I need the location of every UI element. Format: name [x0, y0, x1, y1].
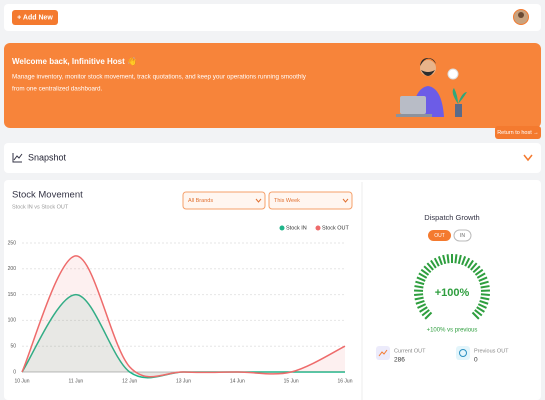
chart-subtitle: Stock IN vs Stock OUT — [12, 204, 69, 210]
x-tick-label: 14 Jun — [230, 378, 245, 384]
x-tick-label: 13 Jun — [176, 378, 191, 384]
gauge-tick — [476, 272, 486, 279]
gauge-tick — [457, 254, 462, 265]
y-tick-label: 50 — [10, 344, 16, 350]
gauge-tick — [477, 303, 487, 309]
line-chart: 0 50 100 150 200 250 10 Jun 11 Jun 12 Jun 13 Jun 1… — [8, 225, 353, 384]
gauge — [413, 254, 491, 320]
gauge-label: +100% — [435, 287, 470, 299]
legend-label: Stock OUT — [322, 225, 350, 231]
gauge-tick — [416, 276, 426, 282]
gauge-tick — [423, 265, 432, 274]
gauge-tick — [479, 300, 489, 305]
gauge-tick — [464, 257, 471, 267]
return-button[interactable] — [495, 126, 541, 139]
x-tick-label: 12 Jun — [122, 378, 137, 384]
avatar-head — [518, 12, 524, 18]
x-tick-label: 10 Jun — [14, 378, 29, 384]
toggle-in-label: IN — [460, 233, 465, 239]
y-tick-label: 100 — [8, 318, 17, 324]
gauge-tick — [418, 272, 428, 279]
chevron[interactable] — [523, 154, 533, 162]
dropdown-arrow — [255, 198, 262, 203]
add-new-label: + Add New — [17, 14, 53, 21]
gauge-tick — [426, 262, 434, 271]
brand-filter-label: All Brands — [188, 198, 213, 204]
gauge-tick — [414, 285, 424, 289]
gauge-tick — [476, 306, 485, 313]
gauge-tick — [478, 276, 488, 282]
banner-text: Manage inventory, monitor stock movement… — [12, 74, 307, 81]
x-tick-label: 16 Jun — [337, 378, 352, 384]
gauge-tick — [417, 303, 427, 309]
top-bar — [4, 4, 541, 31]
gauge-tick — [420, 268, 430, 276]
y-tick-label: 150 — [8, 292, 17, 298]
area — [22, 294, 345, 378]
stat-icon-glyph — [459, 349, 467, 357]
gauge-tick — [470, 262, 478, 271]
gauge-tick — [454, 254, 458, 264]
dispatch-title: Dispatch Growth — [424, 213, 479, 222]
dropdown-arrow — [342, 198, 349, 203]
y-tick-label: 200 — [8, 266, 17, 272]
return-label: Return to host → — [497, 130, 539, 136]
gauge-tick — [424, 311, 433, 320]
period-filter[interactable] — [268, 191, 353, 210]
gauge-tick — [421, 309, 430, 317]
gauge-tick — [480, 296, 490, 301]
brand-filter[interactable] — [182, 191, 266, 210]
add-new-button[interactable] — [12, 10, 58, 25]
gauge-tick — [474, 309, 483, 317]
gauge-tick — [480, 293, 490, 296]
x-tick-label: 11 Jun — [69, 378, 84, 384]
gauge-tick — [474, 268, 484, 276]
chart-title: Stock Movement — [12, 190, 83, 201]
legend-label: Stock IN — [286, 225, 307, 231]
gauge-tick — [461, 256, 467, 266]
gauge-tick — [479, 280, 489, 286]
snapshot-title: Snapshot — [28, 152, 67, 162]
gauge-tick — [446, 254, 450, 264]
area — [22, 255, 345, 377]
period-filter-label: This Week — [274, 198, 300, 204]
gauge-tick — [419, 306, 428, 313]
legend-swatch — [315, 225, 321, 231]
stat-value: 286 — [394, 357, 405, 364]
gauge-tick — [430, 259, 437, 269]
stat-icon — [456, 346, 470, 360]
toggle-in[interactable] — [453, 229, 472, 242]
toggle-out-label: OUT — [434, 233, 445, 239]
gauge-caption: +100% vs previous — [427, 328, 478, 334]
gauge-tick — [442, 254, 447, 265]
banner-title: Welcome back, Infinitive Host 👋 — [12, 57, 137, 66]
snapshot-card[interactable] — [4, 143, 541, 173]
toggle-out[interactable] — [428, 230, 451, 241]
line — [21, 255, 346, 378]
y-tick-label: 250 — [8, 240, 17, 246]
gauge-tick — [471, 311, 480, 320]
gauge-tick — [480, 285, 490, 289]
stat-label: Previous OUT — [474, 348, 509, 354]
gauge-tick — [414, 293, 424, 296]
gauge-tick — [433, 257, 440, 267]
snapshot-icon — [12, 153, 23, 163]
gauge-tick — [467, 259, 474, 269]
y-tick-label: 0 — [13, 369, 16, 375]
stat-icon-glyph — [378, 349, 388, 357]
stock-card — [4, 180, 541, 400]
banner-text: from one centralized dashboard. — [12, 86, 103, 93]
legend-swatch — [279, 225, 285, 231]
x-tick-label: 15 Jun — [284, 378, 299, 384]
stat-label: Current OUT — [394, 348, 426, 354]
gauge-tick — [472, 265, 481, 274]
gauge-tick — [415, 280, 425, 286]
gauge-tick — [415, 300, 425, 305]
illustration — [396, 58, 467, 117]
gauge-tick — [414, 296, 424, 301]
stat-value: 0 — [474, 357, 478, 364]
gauge-tick — [437, 256, 443, 266]
